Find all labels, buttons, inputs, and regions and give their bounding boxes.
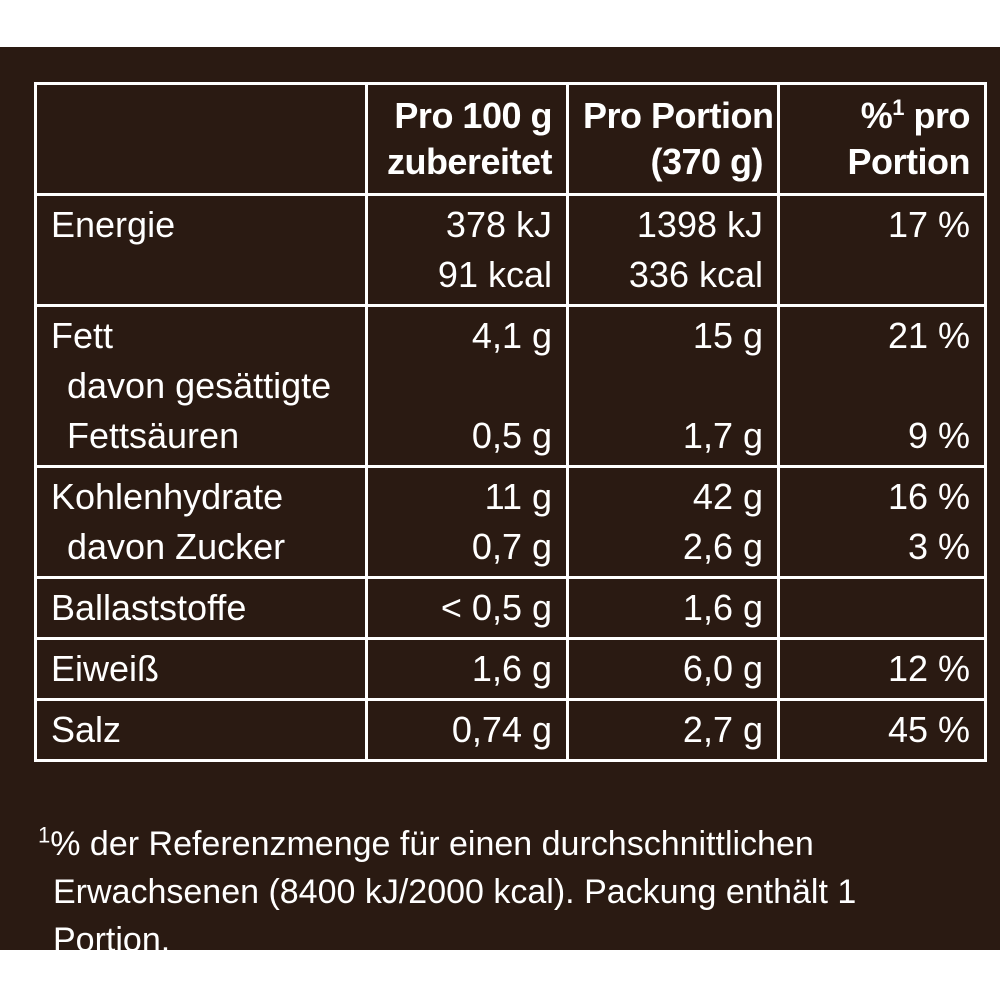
table-row-ballaststoffe: Ballaststoffe < 0,5 g 1,6 g	[34, 576, 987, 640]
ballaststoffe-pct	[777, 576, 987, 640]
eiweiss-portion: 6,0 g	[566, 637, 780, 701]
header-empty-cell	[34, 82, 368, 196]
fett-pct: 21 % 9 %	[777, 304, 987, 468]
ballaststoffe-per100: < 0,5 g	[365, 576, 569, 640]
table-row-energie: Energie 378 kJ 91 kcal 1398 kJ 336 kcal …	[34, 193, 987, 307]
ballaststoffe-portion: 1,6 g	[566, 576, 780, 640]
label-fett: Fett davon gesättigte Fettsäuren	[34, 304, 368, 468]
salz-portion: 2,7 g	[566, 698, 780, 762]
fett-per100: 4,1 g 0,5 g	[365, 304, 569, 468]
table-row-salz: Salz 0,74 g 2,7 g 45 %	[34, 698, 987, 762]
eiweiss-pct: 12 %	[777, 637, 987, 701]
table-header-row: Pro 100 g zubereitet Pro Portion (370 g)…	[34, 82, 987, 196]
footnote-marker: 1	[892, 95, 904, 120]
header-percent-per-portion: %1 pro Portion	[777, 82, 987, 196]
salz-pct: 45 %	[777, 698, 987, 762]
kohlenhydrate-per100: 11 g 0,7 g	[365, 465, 569, 579]
table-row-kohlenhydrate: Kohlenhydrate davon Zucker 11 g 0,7 g 42…	[34, 465, 987, 579]
header-per-100g: Pro 100 g zubereitet	[365, 82, 569, 196]
label-eiweiss: Eiweiß	[34, 637, 368, 701]
label-ballaststoffe: Ballaststoffe	[34, 576, 368, 640]
nutrition-table: Pro 100 g zubereitet Pro Portion (370 g)…	[34, 82, 987, 762]
kohlenhydrate-pct: 16 % 3 %	[777, 465, 987, 579]
header-per-portion: Pro Portion (370 g)	[566, 82, 780, 196]
energie-portion: 1398 kJ 336 kcal	[566, 193, 780, 307]
label-kohlenhydrate: Kohlenhydrate davon Zucker	[34, 465, 368, 579]
fett-portion: 15 g 1,7 g	[566, 304, 780, 468]
footnote-marker: 1	[38, 822, 51, 848]
label-salz: Salz	[34, 698, 368, 762]
energie-per100: 378 kJ 91 kcal	[365, 193, 569, 307]
salz-per100: 0,74 g	[365, 698, 569, 762]
table-row-fett: Fett davon gesättigte Fettsäuren 4,1 g 0…	[34, 304, 987, 468]
nutrition-panel: Pro 100 g zubereitet Pro Portion (370 g)…	[0, 47, 1000, 959]
energie-pct: 17 %	[777, 193, 987, 307]
kohlenhydrate-portion: 42 g 2,6 g	[566, 465, 780, 579]
label-energie: Energie	[34, 193, 368, 307]
table-row-eiweiss: Eiweiß 1,6 g 6,0 g 12 %	[34, 637, 987, 701]
eiweiss-per100: 1,6 g	[365, 637, 569, 701]
footnote: 1% der Referenzmenge für einen durchschn…	[38, 822, 857, 959]
